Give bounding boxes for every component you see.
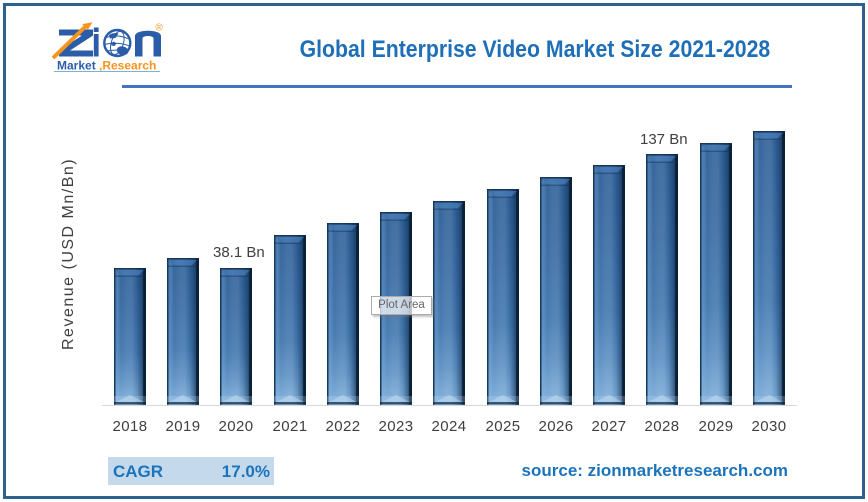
svg-text:,Research: ,Research	[99, 59, 156, 73]
svg-text:®: ®	[155, 23, 163, 34]
svg-text:Market: Market	[57, 59, 96, 73]
